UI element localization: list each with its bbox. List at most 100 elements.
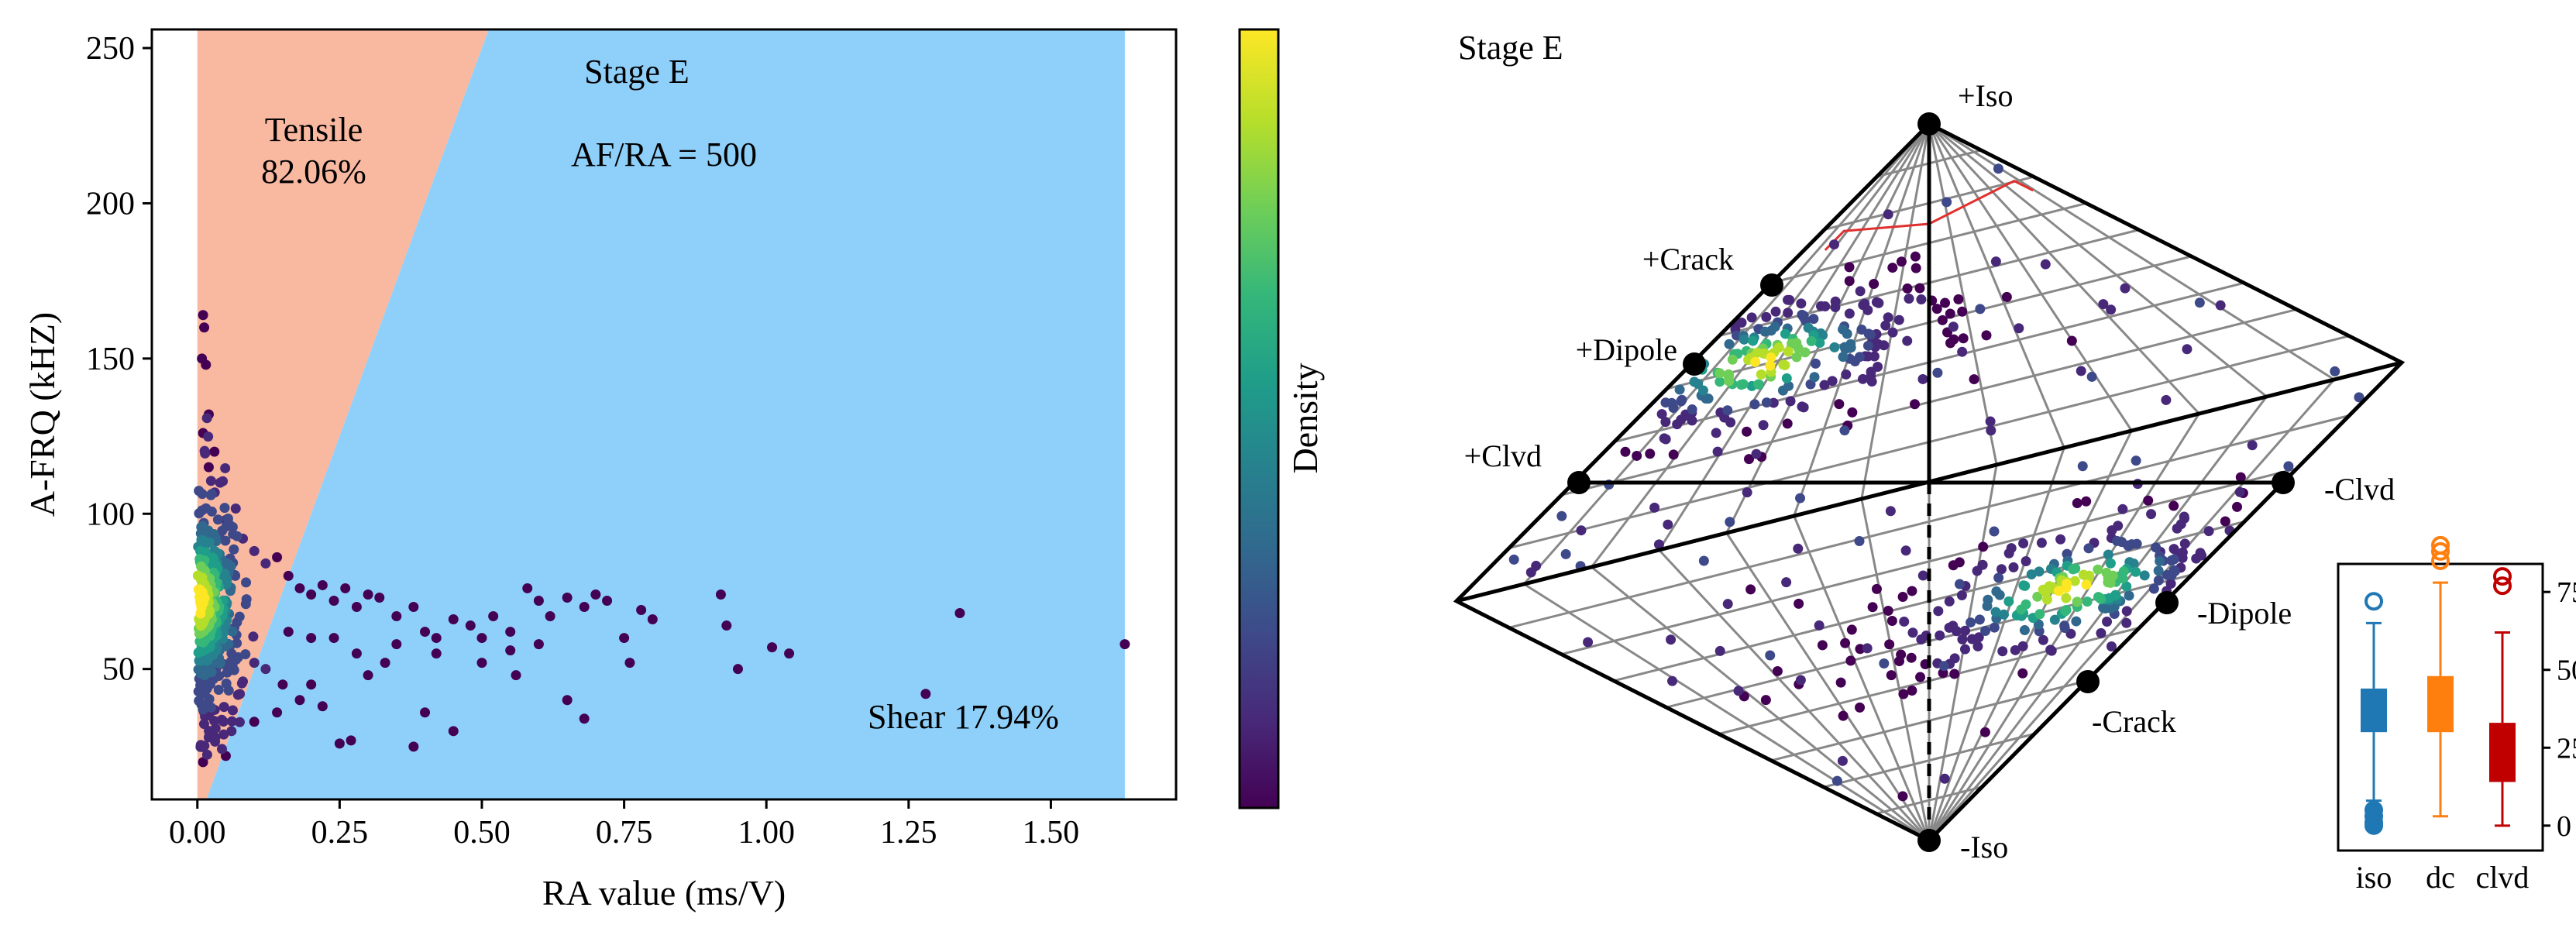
hudson-point bbox=[2153, 575, 2164, 586]
category-label: dc bbox=[2426, 860, 2455, 895]
hudson-point bbox=[1957, 634, 1968, 644]
hudson-point bbox=[1660, 417, 1671, 428]
scatter-point bbox=[431, 648, 442, 659]
hudson-point bbox=[1862, 643, 1873, 654]
hudson-point bbox=[1902, 283, 1913, 294]
x-tick-label: 0.50 bbox=[453, 815, 511, 851]
boxplot-frame bbox=[2337, 562, 2544, 852]
hudson-point bbox=[2026, 569, 2037, 580]
scatter-point bbox=[721, 620, 732, 631]
scatter-point bbox=[590, 589, 601, 600]
hudson-scatter-points bbox=[1508, 163, 2364, 802]
hudson-point bbox=[2082, 596, 2093, 607]
scatter-point bbox=[408, 602, 419, 612]
vertex-marker bbox=[1760, 273, 1783, 297]
hudson-point bbox=[1907, 627, 1918, 638]
hudson-point bbox=[2096, 627, 2107, 638]
hudson-point bbox=[1969, 374, 1979, 385]
hudson-point bbox=[1793, 543, 1804, 554]
hudson-point bbox=[1829, 342, 1840, 352]
hudson-point bbox=[1972, 641, 1983, 651]
density-colorbar: Density bbox=[1238, 28, 1325, 809]
scatter-point bbox=[533, 639, 544, 650]
y-axis-label: A-FRQ (kHZ) bbox=[22, 312, 62, 517]
hudson-point bbox=[1972, 565, 1983, 576]
scatter-point bbox=[198, 757, 208, 768]
hudson-point bbox=[1839, 425, 1850, 436]
scatter-point bbox=[272, 552, 283, 562]
grid-ray bbox=[1928, 122, 2065, 449]
scatter-point bbox=[216, 714, 227, 725]
hudson-point bbox=[1954, 557, 1965, 568]
hudson-point bbox=[1666, 397, 1677, 408]
hudson-point bbox=[1904, 294, 1914, 304]
hudson-point bbox=[1745, 584, 1756, 595]
hudson-point bbox=[1830, 302, 1841, 313]
hudson-point bbox=[2032, 591, 2043, 602]
hudson-point bbox=[1854, 352, 1865, 363]
scatter-point bbox=[209, 446, 220, 457]
scatter-point bbox=[562, 695, 573, 706]
hudson-point bbox=[1814, 620, 1825, 631]
scatter-point bbox=[201, 359, 212, 370]
x-tick-label: 1.00 bbox=[738, 815, 795, 851]
scatter-point bbox=[408, 741, 419, 752]
scatter-point bbox=[226, 716, 237, 727]
hudson-point bbox=[2014, 323, 2024, 334]
hudson-point bbox=[1883, 605, 1893, 616]
hudson-point bbox=[1909, 399, 1920, 410]
hudson-point bbox=[2081, 496, 2092, 507]
scatter-point bbox=[194, 596, 205, 607]
grid-ray bbox=[1793, 515, 1931, 841]
grid-ray bbox=[1725, 532, 1931, 841]
hudson-point bbox=[1781, 577, 1792, 588]
scatter-point bbox=[351, 602, 362, 612]
scatter-point bbox=[294, 583, 305, 593]
x-tick-label: 0.25 bbox=[311, 815, 369, 851]
ratio-label: AF/RA = 500 bbox=[571, 136, 757, 174]
hudson-point bbox=[2131, 566, 2141, 577]
outlier-point bbox=[2364, 816, 2383, 835]
hudson-point bbox=[1750, 356, 1761, 367]
y-tick-label: 150 bbox=[86, 342, 135, 377]
outlier-point bbox=[2431, 535, 2450, 555]
hudson-point bbox=[1659, 433, 1670, 444]
grid-ray bbox=[1793, 123, 1931, 517]
hudson-point bbox=[1916, 294, 1927, 305]
hudson-point bbox=[1847, 407, 1858, 418]
scatter-point bbox=[260, 558, 271, 569]
outlier-point bbox=[2493, 576, 2512, 596]
scatter-point bbox=[391, 639, 402, 650]
scatter-point bbox=[241, 577, 252, 588]
scatter-point bbox=[619, 633, 630, 644]
hudson-point bbox=[1819, 380, 1830, 390]
hudson-point bbox=[1846, 624, 1857, 635]
hudson-point bbox=[2041, 594, 2052, 605]
hudson-point bbox=[1687, 404, 1697, 415]
scatter-point bbox=[205, 490, 216, 500]
hudson-point bbox=[2194, 297, 2205, 308]
scatter-point bbox=[420, 627, 431, 638]
scatter-point bbox=[380, 658, 390, 669]
scatter-point bbox=[374, 592, 385, 603]
x-tick-label: 0.75 bbox=[596, 815, 653, 851]
vertex-marker bbox=[2076, 670, 2100, 693]
hudson-point bbox=[1898, 689, 1909, 699]
scatter-point bbox=[206, 506, 217, 517]
scatter-point bbox=[363, 670, 373, 681]
scatter-point bbox=[346, 735, 356, 746]
hudson-point bbox=[1814, 338, 1825, 349]
scatter-point bbox=[448, 726, 459, 737]
hudson-point bbox=[2203, 526, 2214, 537]
chart-title: Stage E bbox=[584, 53, 690, 91]
ra-afrq-scatter-chart: 0.00 0.25 0.50 0.75 1.00 1.25 1.50 50 100 150 200 2… bbox=[22, 28, 1178, 913]
hudson-point bbox=[1959, 644, 1970, 655]
scatter-point bbox=[636, 605, 647, 616]
outlier-point bbox=[2431, 541, 2450, 561]
hudson-point bbox=[1857, 373, 1868, 384]
hudson-point bbox=[1844, 262, 1855, 273]
scatter-point bbox=[205, 476, 216, 486]
hudson-point bbox=[1727, 354, 1738, 365]
hudson-point bbox=[1885, 506, 1896, 517]
hudson-point bbox=[1765, 360, 1776, 371]
